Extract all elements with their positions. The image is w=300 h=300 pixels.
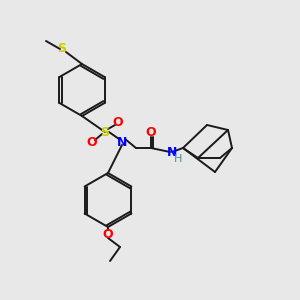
Text: N: N — [117, 136, 127, 148]
Text: N: N — [167, 146, 177, 158]
Text: S: S — [100, 125, 109, 139]
Text: O: O — [103, 227, 113, 241]
Text: S: S — [58, 43, 67, 56]
Text: O: O — [146, 127, 156, 140]
Text: O: O — [113, 116, 123, 128]
Text: O: O — [87, 136, 97, 148]
Text: H: H — [174, 154, 182, 164]
